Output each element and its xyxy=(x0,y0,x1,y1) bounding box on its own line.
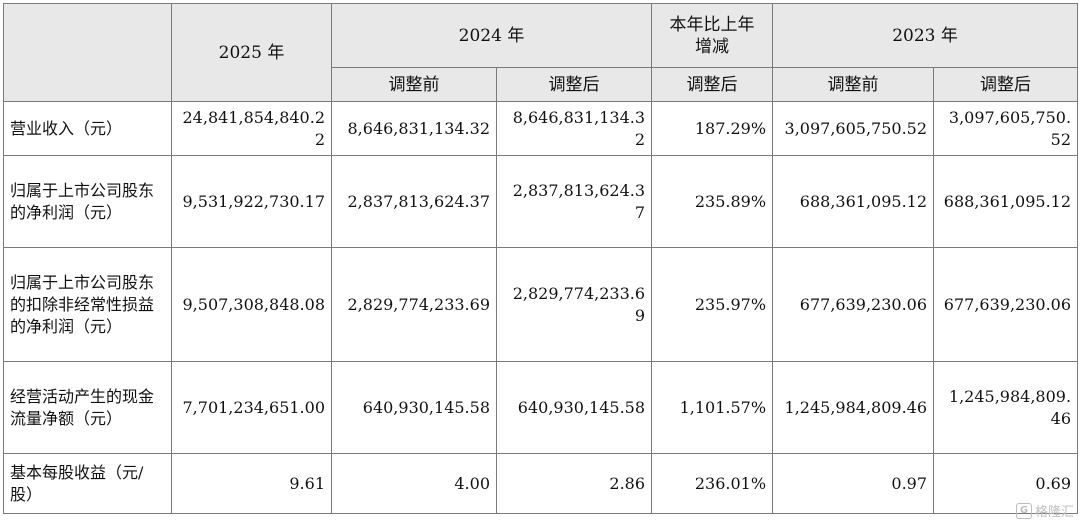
watermark: G 格隆汇 xyxy=(1015,501,1074,520)
table-row: 基本每股收益（元/股） 9.61 4.00 2.86 236.01% 0.97 … xyxy=(3,453,1079,514)
header-2025: 2025 年 xyxy=(171,3,332,102)
cell-2024-before: 2,837,813,624.37 xyxy=(331,155,497,248)
cell-2024-after: 640,930,145.58 xyxy=(495,361,653,454)
header-corner xyxy=(3,3,172,102)
cell-2024-after: 8,646,831,134.32 xyxy=(495,101,653,156)
header-2024: 2024 年 xyxy=(330,3,653,68)
cell-2023-after: 677,639,230.06 xyxy=(933,247,1079,362)
header-2023-after: 调整后 xyxy=(933,67,1079,102)
cell-2023-after: 1,245,984,809.46 xyxy=(933,361,1079,454)
cell-2023-before: 677,639,230.06 xyxy=(772,247,935,362)
cell-yoy: 235.89% xyxy=(651,155,774,248)
cell-2023-after: 688,361,095.12 xyxy=(933,155,1079,248)
cell-2023-after: 0.69 xyxy=(933,453,1079,514)
table-row: 营业收入（元） 24,841,854,840.22 8,646,831,134.… xyxy=(3,101,1079,156)
cell-2024-after: 2,829,774,233.69 xyxy=(495,247,653,362)
cell-2025: 24,841,854,840.22 xyxy=(171,101,332,156)
cell-2024-before: 8,646,831,134.32 xyxy=(331,101,497,156)
cell-yoy: 187.29% xyxy=(651,101,774,156)
cell-yoy: 235.97% xyxy=(651,247,774,362)
header-2023: 2023 年 xyxy=(772,3,1079,68)
table-row: 归属于上市公司股东的扣除非经常性损益的净利润（元） 9,507,308,848.… xyxy=(3,247,1079,362)
table-row: 归属于上市公司股东的净利润（元） 9,531,922,730.17 2,837,… xyxy=(3,155,1079,248)
cell-2023-after: 3,097,605,750.52 xyxy=(933,101,1079,156)
watermark-text: 格隆汇 xyxy=(1034,505,1074,520)
cell-2023-before: 3,097,605,750.52 xyxy=(772,101,935,156)
row-label: 归属于上市公司股东的扣除非经常性损益的净利润（元） xyxy=(3,247,172,362)
header-yoy-after: 调整后 xyxy=(651,67,774,102)
cell-2024-after: 2.86 xyxy=(495,453,653,514)
cell-2024-before: 2,829,774,233.69 xyxy=(331,247,497,362)
cell-2025: 7,701,234,651.00 xyxy=(171,361,332,454)
cell-2025: 9,507,308,848.08 xyxy=(171,247,332,362)
financial-table: 2025 年 2024 年 本年比上年增减 2023 年 调整前 调整后 调整后… xyxy=(3,3,1079,514)
cell-2025: 9,531,922,730.17 xyxy=(171,155,332,248)
cell-2024-before: 4.00 xyxy=(331,453,497,514)
cell-yoy: 1,101.57% xyxy=(651,361,774,454)
gelonghui-logo-icon: G xyxy=(1015,502,1032,519)
row-label: 经营活动产生的现金流量净额（元） xyxy=(3,361,172,454)
row-label: 归属于上市公司股东的净利润（元） xyxy=(3,155,172,248)
row-label: 营业收入（元） xyxy=(3,101,172,156)
header-2024-after: 调整后 xyxy=(495,67,653,102)
cell-2024-after: 2,837,813,624.37 xyxy=(495,155,653,248)
table-row: 经营活动产生的现金流量净额（元） 7,701,234,651.00 640,93… xyxy=(3,361,1079,454)
cell-2023-before: 1,245,984,809.46 xyxy=(772,361,935,454)
cell-2023-before: 0.97 xyxy=(772,453,935,514)
cell-2023-before: 688,361,095.12 xyxy=(772,155,935,248)
cell-yoy: 236.01% xyxy=(651,453,774,514)
header-yoy: 本年比上年增减 xyxy=(651,3,774,68)
row-label: 基本每股收益（元/股） xyxy=(3,453,172,514)
cell-2024-before: 640,930,145.58 xyxy=(331,361,497,454)
header-2023-before: 调整前 xyxy=(772,67,935,102)
cell-2025: 9.61 xyxy=(171,453,332,514)
header-2024-before: 调整前 xyxy=(331,67,497,102)
